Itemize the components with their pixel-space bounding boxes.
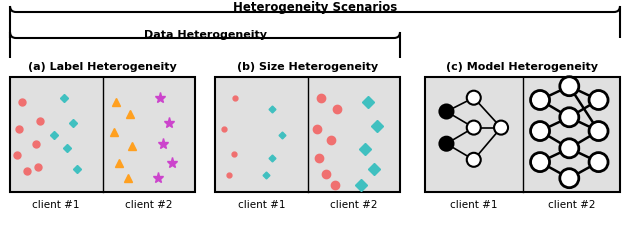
Circle shape xyxy=(494,121,508,135)
Bar xyxy=(215,77,400,192)
Circle shape xyxy=(467,91,481,105)
Circle shape xyxy=(531,153,550,172)
Circle shape xyxy=(589,91,608,109)
Circle shape xyxy=(560,77,579,96)
Text: (b) Size Heterogeneity: (b) Size Heterogeneity xyxy=(237,62,378,72)
Text: Data Heterogeneity: Data Heterogeneity xyxy=(143,30,266,40)
Text: client #1: client #1 xyxy=(237,200,285,210)
Text: client #1: client #1 xyxy=(33,200,80,210)
Circle shape xyxy=(560,169,579,188)
Circle shape xyxy=(531,91,550,109)
Bar xyxy=(10,77,195,192)
Circle shape xyxy=(467,153,481,167)
Circle shape xyxy=(589,153,608,172)
Text: (a) Label Heterogeneity: (a) Label Heterogeneity xyxy=(28,62,177,72)
Circle shape xyxy=(440,137,454,151)
Text: Heterogeneity Scenarios: Heterogeneity Scenarios xyxy=(233,1,397,14)
Text: client #2: client #2 xyxy=(330,200,378,210)
Circle shape xyxy=(560,139,579,158)
Text: (c) Model Heterogeneity: (c) Model Heterogeneity xyxy=(447,62,598,72)
Circle shape xyxy=(589,121,608,141)
Text: client #1: client #1 xyxy=(450,200,497,210)
Text: client #2: client #2 xyxy=(125,200,173,210)
Text: client #2: client #2 xyxy=(547,200,595,210)
Circle shape xyxy=(440,104,454,118)
Circle shape xyxy=(467,121,481,135)
Circle shape xyxy=(531,121,550,141)
Circle shape xyxy=(560,108,579,127)
Bar xyxy=(425,77,620,192)
